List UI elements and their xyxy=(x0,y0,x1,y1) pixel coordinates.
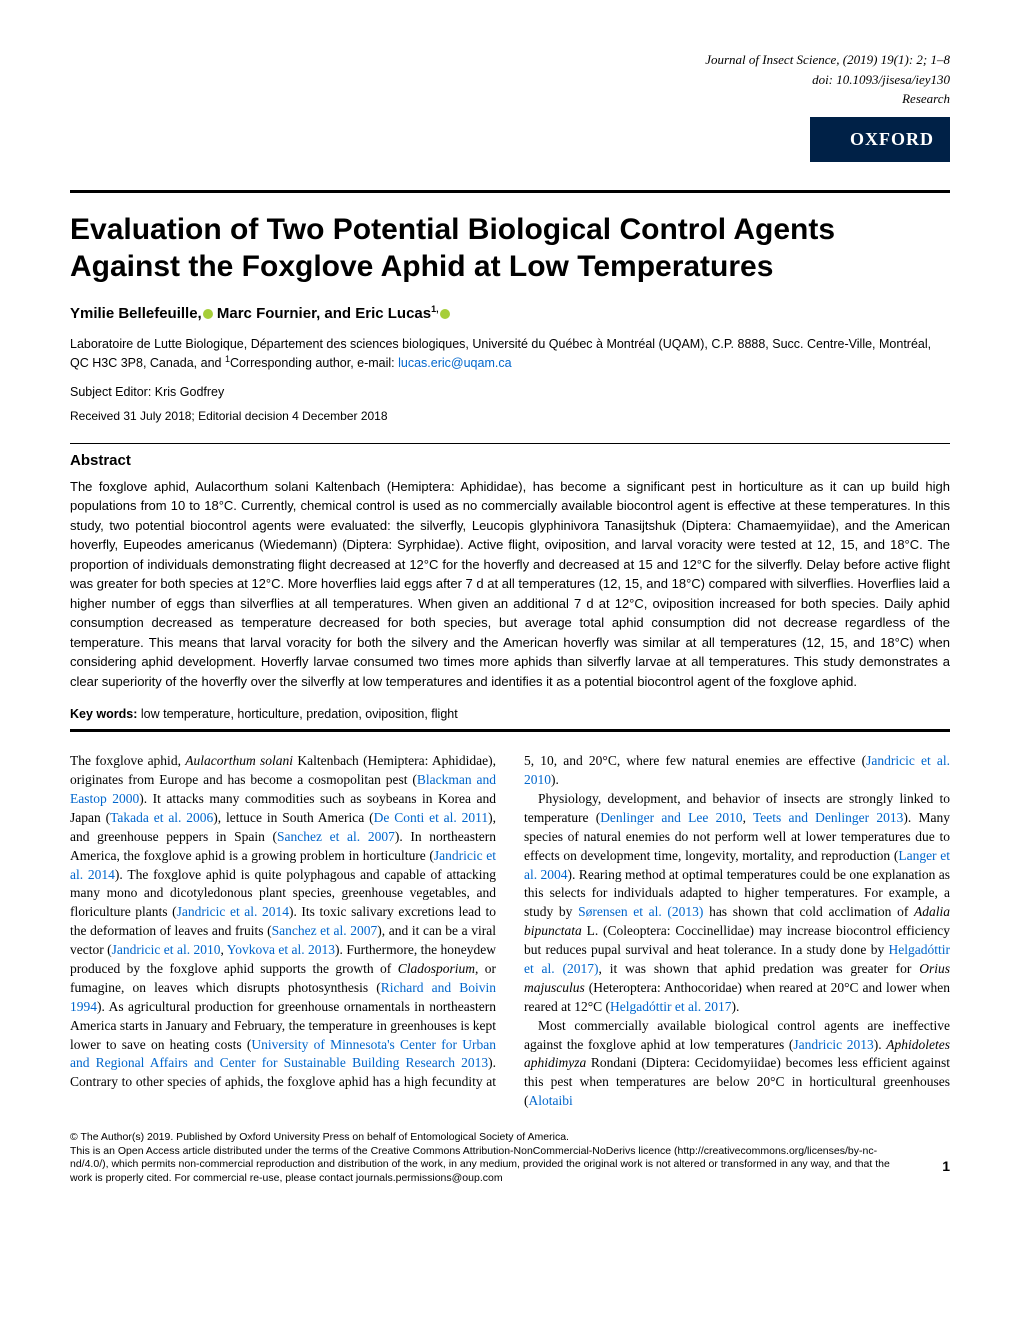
article-dates: Received 31 July 2018; Editorial decisio… xyxy=(70,409,950,423)
citation-link[interactable]: Helgadóttir et al. 2017 xyxy=(610,999,731,1014)
abstract-heading: Abstract xyxy=(70,452,950,469)
citation-link[interactable]: Teets and Denlinger 2013 xyxy=(753,810,903,825)
body-paragraph-3: Most commercially available biological c… xyxy=(524,1017,950,1111)
correspondence-email[interactable]: lucas.eric@uqam.ca xyxy=(398,356,511,370)
body-paragraph-2: Physiology, development, and behavior of… xyxy=(524,790,950,1017)
copyright: © The Author(s) 2019. Published by Oxfor… xyxy=(70,1131,910,1145)
citation-link[interactable]: Sanchez et al. 2007 xyxy=(272,923,378,938)
citation-link[interactable]: Yovkova et al. 2013 xyxy=(227,942,335,957)
article-title: Evaluation of Two Potential Biological C… xyxy=(70,211,950,286)
body-text: The foxglove aphid, Aulacorthum solani K… xyxy=(70,752,950,1111)
orcid-icon xyxy=(440,309,450,319)
publisher-badge: OXFORD xyxy=(810,117,950,162)
journal-citation: , (2019) 19(1): 2; 1–8 xyxy=(836,52,950,67)
keywords-label: Key words: xyxy=(70,707,137,721)
authors: Ymilie Bellefeuille, Marc Fournier, and … xyxy=(70,304,950,322)
author-1: Ymilie Bellefeuille, xyxy=(70,305,202,322)
citation-link[interactable]: Sanchez et al. 2007 xyxy=(277,829,395,844)
affiliation: Laboratoire de Lutte Biologique, Départe… xyxy=(70,336,950,373)
citation-link[interactable]: Jandricic et al. 2014 xyxy=(177,904,289,919)
keywords: Key words: low temperature, horticulture… xyxy=(70,707,950,721)
orcid-icon xyxy=(203,309,213,319)
citation-link[interactable]: Takada et al. 2006 xyxy=(110,810,213,825)
citation-link[interactable]: Jandricic 2013 xyxy=(793,1037,873,1052)
divider-abstract-top xyxy=(70,443,950,444)
subject-editor: Subject Editor: Kris Godfrey xyxy=(70,385,950,399)
journal-header: Journal of Insect Science, (2019) 19(1):… xyxy=(705,50,950,109)
citation-link[interactable]: Sørensen et al. (2013) xyxy=(578,904,703,919)
author-2-3: Marc Fournier, and Eric Lucas xyxy=(213,305,431,322)
footer: © The Author(s) 2019. Published by Oxfor… xyxy=(70,1131,950,1186)
keywords-list: low temperature, horticulture, predation… xyxy=(137,707,457,721)
citation-link[interactable]: De Conti et al. 2011 xyxy=(374,810,489,825)
journal-name: Journal of Insect Science xyxy=(705,52,836,67)
citation-link[interactable]: Alotaibi xyxy=(529,1093,573,1108)
citation-link[interactable]: Jandricic et al. 2010 xyxy=(112,942,221,957)
license: This is an Open Access article distribut… xyxy=(70,1145,910,1186)
divider-abstract-bottom xyxy=(70,729,950,732)
doi: doi: 10.1093/jisesa/iey130 xyxy=(812,72,950,87)
citation-link[interactable]: Denlinger and Lee 2010 xyxy=(600,810,742,825)
abstract-text: The foxglove aphid, Aulacorthum solani K… xyxy=(70,477,950,692)
article-type: Research xyxy=(902,91,950,106)
author-sup: 1, xyxy=(431,304,439,314)
divider-top xyxy=(70,190,950,193)
